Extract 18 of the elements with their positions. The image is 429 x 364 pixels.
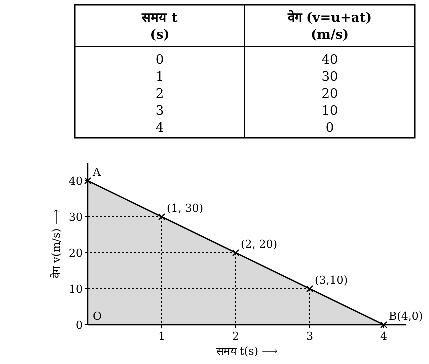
y-tick-label: 40 — [69, 175, 83, 188]
y-tick-label: 10 — [69, 283, 83, 296]
x-tick-label: 3 — [306, 330, 314, 343]
x-tick-label: 4 — [380, 330, 388, 343]
y-tick-label: 30 — [69, 211, 83, 224]
y-tick-label: 20 — [69, 247, 83, 260]
annotation: A — [92, 166, 102, 179]
x-tick-label: 2 — [232, 330, 240, 343]
y-axis-title: वेग v(m/s) ⟶ — [50, 209, 63, 279]
annotation: (3,10) — [315, 274, 348, 287]
annotation: (2, 20) — [241, 238, 278, 251]
x-tick-label: 1 — [158, 330, 166, 343]
y-tick-label: 0 — [76, 319, 83, 332]
table: समय t (s) वेग (v=u+at) (m/s) 0 40 1 30 2 20 3 10 4 0 — [74, 4, 416, 139]
annotation: B(4,0) — [389, 310, 424, 323]
annotation: (1, 30) — [167, 202, 204, 215]
x-axis-title: समय t(s) ⟶ — [216, 345, 278, 358]
annotation: O — [93, 310, 102, 323]
